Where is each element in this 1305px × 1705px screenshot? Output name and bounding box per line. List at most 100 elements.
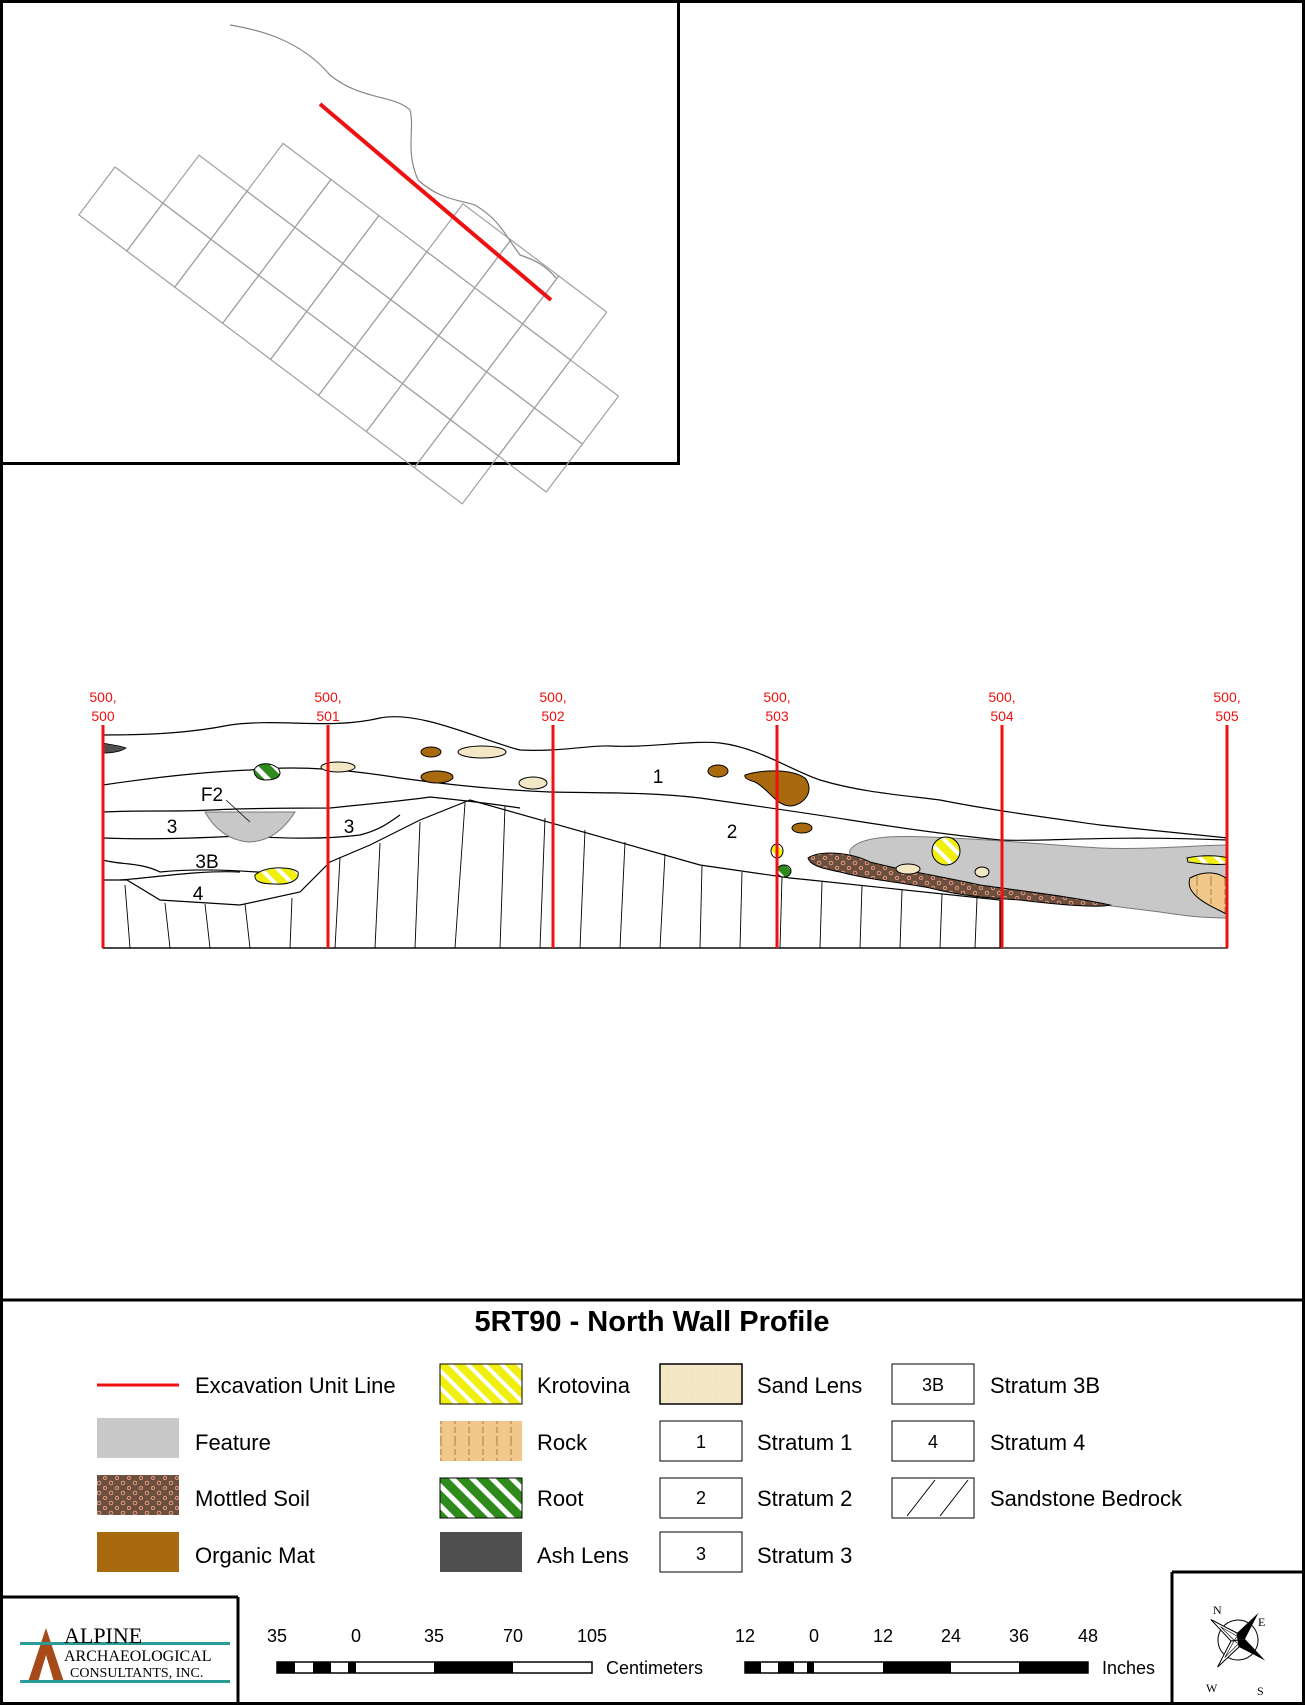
legend-swatch-krotovina [439, 1363, 523, 1405]
unit-line-label-1: 500, [314, 689, 341, 705]
in-tick-label: 12 [873, 1626, 893, 1646]
unit-line-label-2: 501 [316, 708, 340, 724]
compass-s: S [1257, 1684, 1264, 1698]
scale-bar-centimeters: 35 0 35 70 105 Centimeters [267, 1626, 703, 1678]
unit-line-label-1: 500, [988, 689, 1015, 705]
legend-bedrock-hatch [906, 1479, 936, 1517]
legend-label-stratum-1: Stratum 1 [757, 1430, 852, 1455]
legend-swatch-sandstone-bedrock [891, 1477, 975, 1519]
legend-swatch-stratum-1 [659, 1420, 743, 1462]
unit-line-500-504: 500, 504 [988, 689, 1016, 948]
legend-label-stratum-3: Stratum 3 [757, 1543, 852, 1568]
legend-box-stratum-2: 2 [696, 1488, 706, 1508]
legend-label-rock: Rock [537, 1430, 588, 1455]
stratum-label-2: 2 [727, 822, 738, 843]
legend-label-root: Root [537, 1486, 583, 1511]
stratum-label-1: 1 [653, 767, 664, 788]
legend-box-stratum-1: 1 [696, 1432, 706, 1452]
alpine-logo: ALPINE ARCHAEOLOGICAL CONSULTANTS, INC. [20, 1623, 230, 1683]
logo-line-3: CONSULTANTS, INC. [70, 1666, 203, 1681]
legend-label-sandstone-bedrock: Sandstone Bedrock [990, 1486, 1183, 1511]
stratum-3-base [102, 814, 401, 840]
in-tick-label: 24 [941, 1626, 961, 1646]
unit-line-500-501: 500, 501 [314, 689, 342, 948]
cm-tick-label: 35 [267, 1626, 287, 1646]
legend-label-feature: Feature [195, 1430, 271, 1455]
legend-box-stratum-3: 3 [696, 1544, 706, 1564]
compass-needle-icon [1237, 1612, 1259, 1640]
legend-swatch-mottled-soil [97, 1475, 179, 1515]
legend-label-organic-mat: Organic Mat [195, 1543, 315, 1568]
legend-label-sand-lens: Sand Lens [757, 1373, 862, 1398]
root-lenses [253, 763, 792, 878]
profile-location-line [318, 102, 553, 302]
unit-line-500-505: 500, 505 [1213, 689, 1241, 948]
unit-line-label-2: 505 [1215, 708, 1239, 724]
surface [102, 716, 1229, 839]
legend-box-stratum-3b: 3B [922, 1375, 944, 1395]
unit-line-label-2: 504 [990, 708, 1014, 724]
stratum-label-4: 4 [193, 884, 204, 905]
unit-line-label-2: 503 [765, 708, 789, 724]
unit-line-label-1: 500, [763, 689, 790, 705]
unit-lines: 500, 500 500, 501 500, 502 500, 503 500, [89, 689, 1241, 948]
legend-bedrock-hatch [939, 1479, 969, 1517]
unit-line-500-502: 500, 502 [539, 689, 567, 948]
in-unit-label: Inches [1102, 1658, 1155, 1678]
unit-line-label-2: 500 [91, 708, 115, 724]
site-boundary [229, 24, 557, 279]
stratum-3b-top [102, 859, 281, 875]
compass-rose [1210, 1612, 1266, 1668]
legend-swatch-organic-mat [97, 1532, 179, 1572]
in-tick-label: 36 [1009, 1626, 1029, 1646]
cm-tick-label: 0 [351, 1626, 361, 1646]
legend-swatch-ash-lens [440, 1532, 522, 1572]
f2-leader-line [225, 799, 251, 823]
compass-n: N [1213, 1603, 1222, 1617]
bedrock-hatching [124, 802, 978, 949]
stratum-labels: 1 2 3 3 3B 4 F2 [167, 767, 738, 905]
sand-lenses [320, 745, 990, 878]
excavation-grid-map [78, 24, 620, 505]
mottled-soil-lens [807, 852, 1112, 907]
unit-line-500-500: 500, 500 [89, 689, 117, 948]
unit-line-label-1: 500, [539, 689, 566, 705]
scale-bar-inches: 12 0 12 24 36 48 Inches [735, 1626, 1155, 1678]
compass-letters: N E S W [1206, 1603, 1265, 1698]
legend-label-stratum-2: Stratum 2 [757, 1486, 852, 1511]
in-tick-label: 48 [1078, 1626, 1098, 1646]
legend-swatch-stratum-3 [659, 1531, 743, 1573]
in-tick-label: 0 [809, 1626, 819, 1646]
key-map-frame [0, 0, 680, 465]
legend-swatch-feature [97, 1418, 179, 1458]
legend-swatch-root [439, 1477, 523, 1519]
legend-swatch-rock [440, 1421, 522, 1461]
stratum-2-base-west [102, 796, 521, 813]
stratum-label-3-east: 3 [344, 817, 355, 838]
legend-box-stratum-4: 4 [928, 1432, 938, 1452]
legend: Excavation Unit Line Feature Mottled Soi… [97, 1363, 1183, 1573]
figure-title: 5RT90 - North Wall Profile [474, 1306, 829, 1338]
stratum-label-3b: 3B [195, 852, 218, 873]
unit-line-label-2: 502 [541, 708, 565, 724]
legend-label-mottled-soil: Mottled Soil [195, 1486, 310, 1511]
ash-lens [102, 742, 127, 754]
cm-tick-label: 105 [577, 1626, 607, 1646]
legend-swatch-stratum-3b [891, 1363, 975, 1405]
legend-swatch-stratum-4 [891, 1420, 975, 1462]
legend-label-ash-lens: Ash Lens [537, 1543, 629, 1568]
unit-line-label-1: 500, [89, 689, 116, 705]
logo-line-1: ALPINE [64, 1623, 142, 1648]
feature-label-f2: F2 [201, 785, 223, 806]
cm-unit-label: Centimeters [606, 1658, 703, 1678]
in-tick-label: 12 [735, 1626, 755, 1646]
krotovina-lenses [254, 836, 1229, 885]
compass-w: W [1206, 1681, 1218, 1695]
legend-label-stratum-3b: Stratum 3B [990, 1373, 1100, 1398]
stratum-label-3-west: 3 [167, 817, 178, 838]
cm-tick-label: 70 [503, 1626, 523, 1646]
legend-label-unit-line: Excavation Unit Line [195, 1373, 396, 1398]
compass-e: E [1258, 1615, 1265, 1629]
grid-units [78, 142, 620, 505]
